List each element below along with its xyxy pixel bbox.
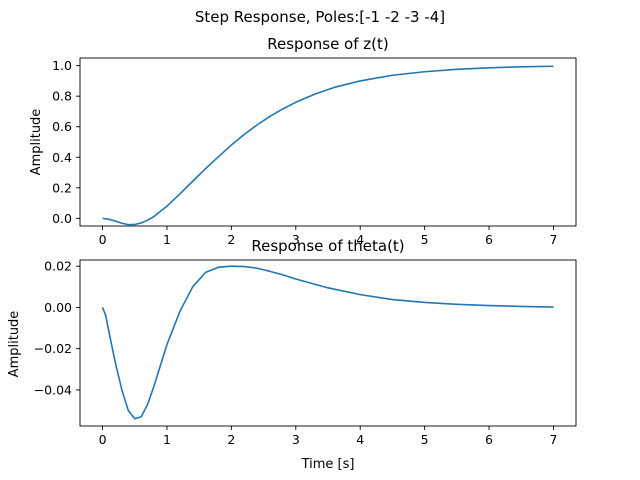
series-line xyxy=(102,65,554,226)
y-tick-label: −0.04 xyxy=(34,382,72,397)
x-tick-label: 2 xyxy=(227,432,235,447)
y-tick-label: 1.0 xyxy=(52,58,72,73)
axes-frame xyxy=(79,57,577,227)
series-line xyxy=(101,265,554,420)
x-tick-label: 1 xyxy=(163,232,171,247)
axis-ticks: 0 1 2 3 4 5 6 7 0.02 0.00 −0.02 −0.04 xyxy=(34,259,558,447)
y-tick-label: 0.8 xyxy=(52,89,72,104)
subplot-z-response: Response of z(t) Amplitude 0 1 2 3 4 5 6 7 0.0 0.… xyxy=(29,35,577,247)
subplot-title: Response of theta(t) xyxy=(251,237,404,255)
x-tick-label: 0 xyxy=(99,432,107,447)
axes-frame xyxy=(79,259,577,427)
x-tick-label: 6 xyxy=(485,432,493,447)
x-tick-label: 5 xyxy=(421,432,429,447)
y-tick-label: 0.2 xyxy=(52,180,72,195)
y-tick-label: 0.4 xyxy=(52,150,72,165)
x-axis-label: Time [s] xyxy=(301,457,355,472)
x-tick-label: 1 xyxy=(163,432,171,447)
x-tick-label: 6 xyxy=(485,232,493,247)
y-axis-label: Amplitude xyxy=(29,109,44,176)
x-tick-label: 7 xyxy=(549,432,557,447)
x-tick-label: 5 xyxy=(421,232,429,247)
subplot-theta-response: Response of theta(t) Amplitude Time [s] … xyxy=(7,237,577,472)
x-tick-label: 3 xyxy=(292,232,300,247)
x-tick-label: 4 xyxy=(356,232,364,247)
x-tick-label: 3 xyxy=(292,432,300,447)
x-tick-label: 7 xyxy=(549,232,557,247)
x-tick-label: 2 xyxy=(227,232,235,247)
y-tick-label: 0.00 xyxy=(44,300,72,315)
y-tick-label: −0.02 xyxy=(34,341,72,356)
subplot-title: Response of z(t) xyxy=(267,35,389,53)
y-tick-label: 0.02 xyxy=(44,259,72,274)
x-tick-label: 0 xyxy=(99,232,107,247)
y-tick-label: 0.6 xyxy=(52,119,72,134)
y-tick-label: 0.0 xyxy=(52,211,72,226)
figure-suptitle: Step Response, Poles:[-1 -2 -3 -4] xyxy=(195,8,445,26)
axis-ticks: 0 1 2 3 4 5 6 7 0.0 0.2 0.4 0.6 0.8 1.0 xyxy=(52,58,557,247)
x-tick-label: 4 xyxy=(356,432,364,447)
y-axis-label: Amplitude xyxy=(7,311,22,378)
